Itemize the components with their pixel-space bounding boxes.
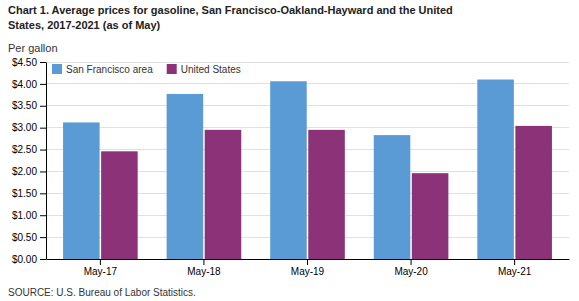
y-tick-mark: [40, 237, 46, 238]
legend-label: United States: [181, 64, 241, 75]
grid-line: [46, 62, 569, 63]
y-tick-label: $4.50: [12, 57, 37, 68]
y-tick-mark: [40, 150, 46, 151]
y-tick: $1.50: [12, 188, 46, 199]
y-tick-mark: [40, 128, 46, 129]
y-tick-label: $1.00: [12, 210, 37, 221]
y-tick: $2.50: [12, 144, 46, 155]
legend: San Francisco area United States: [52, 64, 241, 75]
y-tick: $3.00: [12, 122, 46, 133]
bar: [477, 80, 514, 259]
y-tick-label: $3.50: [12, 100, 37, 111]
title-line: Chart 1. Average prices for gasoline, Sa…: [8, 4, 453, 16]
x-tick-label: May-21: [498, 266, 532, 277]
legend-item: United States: [167, 64, 241, 75]
y-tick-mark: [40, 259, 46, 260]
y-tick-label: $1.50: [12, 188, 37, 199]
legend-swatch: [167, 64, 177, 74]
title-line: States, 2017-2021 (as of May): [8, 19, 161, 31]
plot: $0.00 $0.50 $1.00 $1.50 $2.00 $2.50 $3.00 $3.50…: [12, 57, 570, 277]
y-tick-label: $3.00: [12, 122, 37, 133]
y-axis: $0.00 $0.50 $1.00 $1.50 $2.00 $2.50 $3.00 $3.50…: [12, 57, 47, 265]
y-tick: $4.50: [12, 57, 46, 68]
x-tick-mark: [203, 259, 204, 265]
bar: [374, 135, 411, 259]
y-tick: $4.00: [12, 79, 46, 90]
x-tick: May-20: [394, 259, 428, 277]
x-axis: May-17 May-18 May-19 May-20 May-21: [47, 259, 570, 277]
y-tick-mark: [40, 62, 46, 63]
chart: Chart 1. Average prices for gasoline, Sa…: [0, 0, 579, 301]
bar: [63, 122, 100, 259]
y-axis-label: Per gallon: [8, 42, 58, 54]
x-tick-mark: [411, 259, 412, 265]
x-tick-label: May-18: [187, 266, 221, 277]
y-tick-label: $0.00: [12, 254, 37, 265]
y-tick-label: $4.00: [12, 79, 37, 90]
y-tick: $0.00: [12, 254, 46, 265]
bars: [63, 80, 552, 259]
x-tick-label: May-20: [394, 266, 428, 277]
x-tick-label: May-17: [84, 266, 118, 277]
y-tick: $2.00: [12, 166, 46, 177]
bar: [205, 130, 242, 259]
x-tick: May-21: [498, 259, 532, 277]
y-tick-mark: [40, 106, 46, 107]
x-tick: May-19: [291, 259, 325, 277]
y-tick: $0.50: [12, 232, 46, 243]
y-tick-mark: [40, 84, 46, 85]
bar: [515, 126, 552, 259]
legend-label: San Francisco area: [66, 64, 153, 75]
y-tick: $3.50: [12, 100, 46, 111]
bar: [270, 81, 307, 259]
bar: [101, 151, 138, 259]
x-tick-mark: [514, 259, 515, 265]
y-tick-label: $0.50: [12, 232, 37, 243]
x-tick-label: May-19: [291, 266, 325, 277]
bar: [412, 173, 449, 259]
legend-item: San Francisco area: [52, 64, 153, 75]
x-tick: May-17: [84, 259, 118, 277]
x-tick-mark: [100, 259, 101, 265]
y-tick-mark: [40, 171, 46, 172]
x-tick-mark: [307, 259, 308, 265]
grid: [46, 62, 569, 259]
y-tick-mark: [40, 215, 46, 216]
series: [101, 126, 552, 259]
y-axis-line: [46, 63, 47, 260]
y-tick-label: $2.50: [12, 144, 37, 155]
y-tick-mark: [40, 193, 46, 194]
series: [63, 80, 514, 259]
y-tick: $1.00: [12, 210, 46, 221]
title: Chart 1. Average prices for gasoline, Sa…: [8, 4, 453, 31]
legend-swatch: [52, 64, 62, 74]
bar: [167, 94, 204, 259]
y-tick-label: $2.00: [12, 166, 37, 177]
x-tick: May-18: [187, 259, 221, 277]
bar: [308, 130, 345, 259]
source: SOURCE: U.S. Bureau of Labor Statistics.: [8, 287, 196, 298]
